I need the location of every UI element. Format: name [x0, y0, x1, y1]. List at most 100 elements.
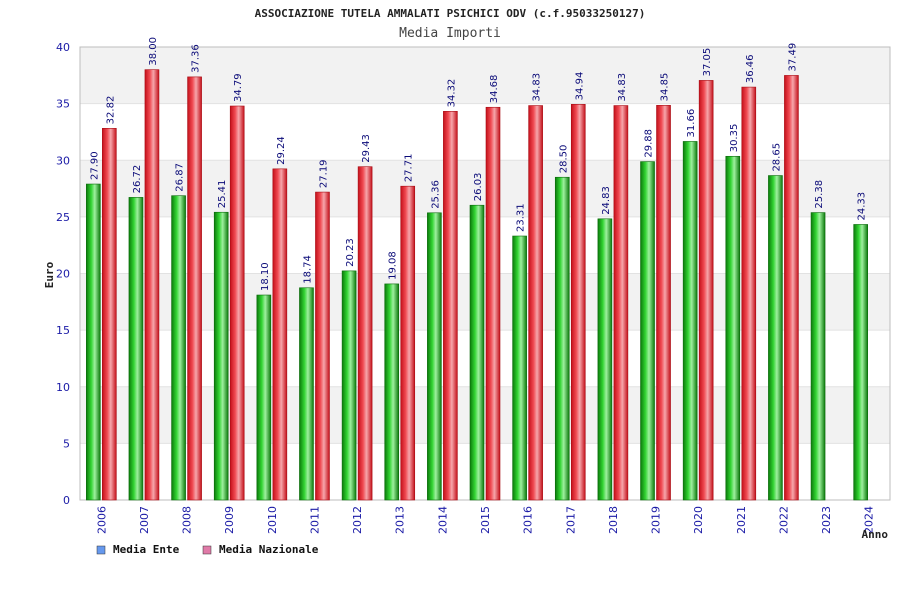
value-label: 34.79 — [233, 73, 244, 102]
value-label: 29.88 — [644, 129, 655, 158]
x-tick-label: 2016 — [522, 506, 535, 534]
bar-media-ente-2024 — [853, 224, 868, 501]
value-label: 28.50 — [558, 145, 569, 174]
bars — [86, 69, 868, 501]
value-label: 18.74 — [302, 255, 313, 284]
value-label: 31.66 — [686, 109, 697, 138]
value-label: 28.65 — [771, 143, 782, 172]
bar-media-nazionale-2022 — [784, 75, 799, 501]
value-label: 25.41 — [217, 180, 228, 209]
value-label: 32.82 — [105, 96, 116, 125]
bar-media-nazionale-2017 — [570, 104, 586, 501]
value-label: 27.19 — [318, 159, 329, 188]
x-tick-label: 2021 — [735, 506, 748, 534]
value-label: 34.83 — [532, 73, 543, 102]
bar-media-ente-2009 — [213, 211, 229, 501]
bar-media-ente-2013 — [384, 283, 400, 501]
bar-media-nazionale-2020 — [698, 80, 714, 501]
bar-media-nazionale-2014 — [443, 111, 458, 501]
x-tick-label: 2022 — [777, 506, 790, 534]
value-label: 27.71 — [404, 154, 415, 183]
value-label: 25.38 — [814, 180, 825, 209]
bar-media-nazionale-2007 — [144, 69, 160, 501]
bar-media-ente-2020 — [682, 141, 698, 501]
value-label: 26.72 — [132, 165, 143, 194]
value-label: 29.43 — [361, 134, 372, 163]
bar-media-ente-2007 — [128, 197, 144, 501]
value-label: 34.32 — [446, 79, 457, 108]
value-label: 18.10 — [260, 262, 271, 291]
bar-media-nazionale-2019 — [656, 105, 671, 501]
value-label: 37.05 — [702, 48, 713, 77]
bar-media-nazionale-2016 — [528, 105, 543, 501]
bar-media-ente-2016 — [512, 235, 527, 501]
bar-media-nazionale-2009 — [229, 105, 245, 501]
value-label: 20.23 — [345, 238, 356, 267]
x-tick-label: 2006 — [95, 506, 108, 534]
chart-title: ASSOCIAZIONE TUTELA AMMALATI PSICHICI OD… — [255, 7, 646, 20]
value-label: 23.31 — [516, 203, 527, 232]
bar-media-nazionale-2006 — [102, 128, 117, 501]
bar-media-nazionale-2018 — [613, 105, 629, 501]
value-label: 37.36 — [191, 44, 202, 73]
bar-media-nazionale-2021 — [741, 86, 757, 501]
y-tick-label: 15 — [56, 324, 70, 337]
y-axis-label: Euro — [43, 261, 56, 288]
y-tick-label: 20 — [56, 268, 70, 281]
bar-media-nazionale-2010 — [272, 168, 288, 501]
plot-frame — [79, 46, 891, 501]
legend-swatch-media-ente — [96, 545, 106, 555]
value-label: 34.68 — [489, 75, 500, 104]
bar-media-ente-2017 — [554, 176, 570, 501]
value-label: 34.83 — [617, 73, 628, 102]
bar-media-nazionale-2011 — [315, 191, 330, 501]
value-label: 24.33 — [857, 192, 868, 221]
bar-media-ente-2015 — [469, 204, 485, 501]
bar-media-ente-2008 — [171, 195, 186, 501]
legend-label-media-ente: Media Ente — [113, 543, 180, 556]
x-tick-label: 2008 — [181, 506, 194, 534]
bar-media-ente-2012 — [341, 270, 357, 501]
x-tick-label: 2018 — [607, 506, 620, 534]
bar-media-ente-2010 — [256, 294, 272, 501]
x-tick-label: 2011 — [308, 506, 321, 534]
y-tick-label: 5 — [63, 437, 70, 450]
value-label: 38.00 — [148, 37, 159, 66]
x-tick-label: 2010 — [266, 506, 279, 534]
x-tick-label: 2024 — [863, 506, 876, 534]
x-tick-label: 2013 — [394, 506, 407, 534]
bar-media-nazionale-2015 — [485, 106, 501, 501]
bar-media-nazionale-2008 — [187, 76, 202, 501]
value-label: 30.35 — [729, 124, 740, 153]
x-tick-label: 2014 — [436, 506, 449, 534]
x-tick-label: 2020 — [692, 506, 705, 534]
value-label: 37.49 — [787, 43, 798, 72]
x-tick-label: 2009 — [223, 506, 236, 534]
y-tick-label: 10 — [56, 381, 70, 394]
value-label: 27.90 — [89, 151, 100, 180]
y-tick-label: 40 — [56, 41, 70, 54]
y-axis-ticks: 0 5 10 15 20 25 30 35 40 — [56, 41, 70, 507]
value-labels: 27.90 32.82 26.72 38.00 26.87 37.36 25.41 34.79… — [89, 37, 867, 291]
x-tick-label: 2017 — [564, 506, 577, 534]
bar-media-ente-2006 — [86, 183, 101, 501]
value-label: 26.87 — [175, 163, 186, 192]
x-axis-label: Anno — [862, 528, 889, 541]
chart-subtitle: Media Importi — [399, 26, 501, 41]
x-tick-label: 2007 — [138, 506, 151, 534]
y-tick-label: 0 — [63, 494, 70, 507]
bar-media-ente-2011 — [299, 287, 314, 501]
value-label: 19.08 — [388, 251, 399, 280]
value-label: 34.85 — [660, 73, 671, 102]
value-label: 24.83 — [601, 186, 612, 215]
legend: Media Ente Media Nazionale — [96, 543, 319, 556]
bar-media-nazionale-2012 — [357, 166, 373, 501]
bar-media-ente-2023 — [810, 212, 826, 501]
value-label: 36.46 — [745, 54, 756, 83]
bar-media-nazionale-2013 — [400, 185, 416, 501]
bar-media-ente-2021 — [725, 155, 741, 501]
value-label: 25.36 — [430, 180, 441, 209]
x-axis-ticks: 2006 2007 2008 2009 2010 2011 2012 2013 2014 2015… — [95, 506, 875, 534]
x-tick-label: 2015 — [479, 506, 492, 534]
